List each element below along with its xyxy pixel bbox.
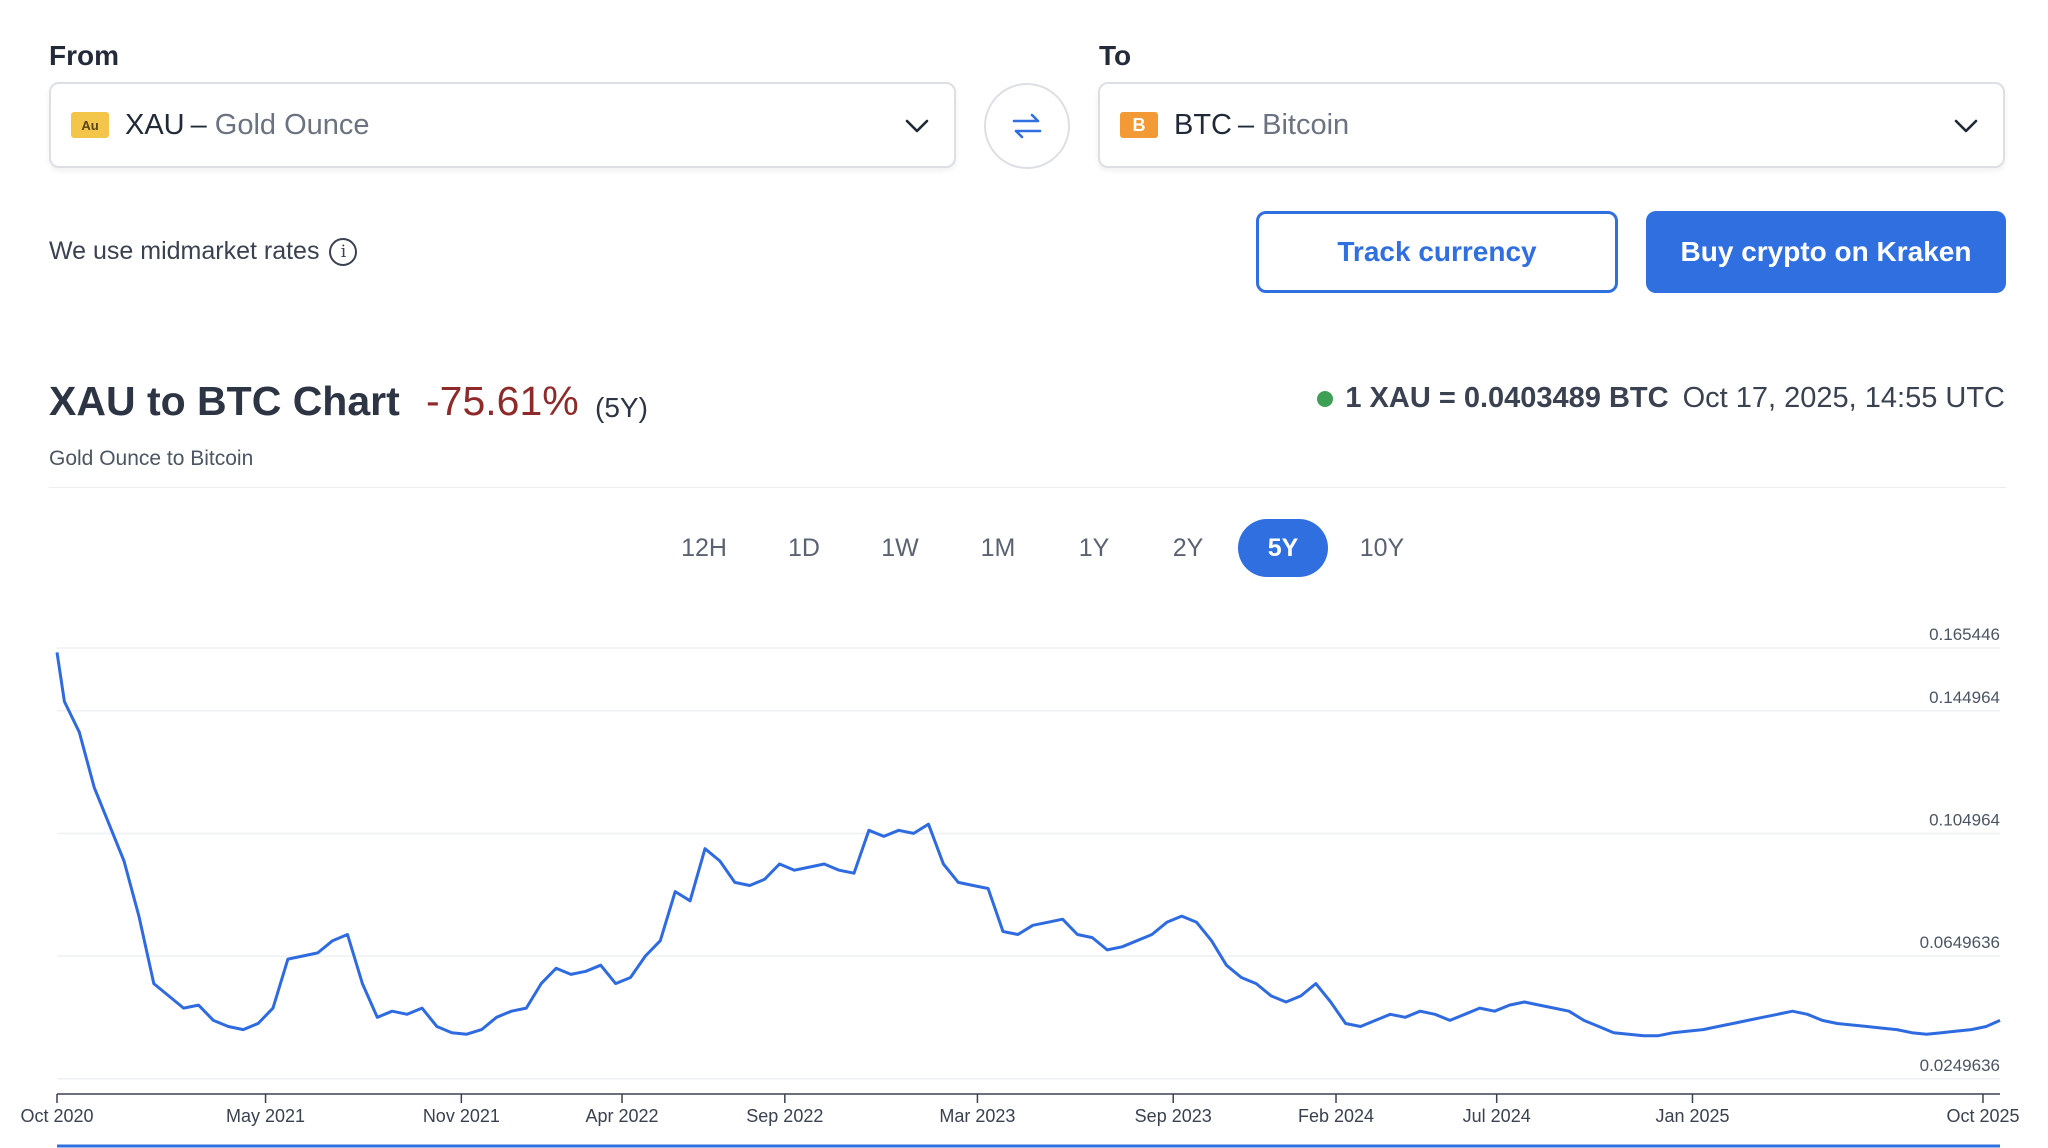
chart-series (55, 652, 2001, 1038)
chart-period: (5Y) (595, 392, 648, 423)
x-tick-label: Jul 2024 (1463, 1106, 1531, 1126)
x-tick-label: Sep 2023 (1135, 1106, 1212, 1126)
x-tick-label: Feb 2024 (1298, 1106, 1374, 1126)
divider (49, 487, 2006, 488)
swap-currencies-button[interactable] (984, 83, 1070, 169)
x-tick-label: Oct 2020 (20, 1106, 93, 1126)
x-tick-label: Oct 2025 (1946, 1106, 2019, 1126)
range-tabs: 12H 1D 1W 1M 1Y 2Y 5Y 10Y (0, 519, 2048, 577)
chevron-down-icon (1954, 119, 1978, 133)
live-status-dot (1317, 390, 1334, 407)
x-axis: Oct 2020 May 2021 Nov 2021 Apr 2022 Sep 2022… (20, 1093, 2019, 1148)
x-tick-label: Nov 2021 (423, 1106, 500, 1126)
range-tab-1w[interactable]: 1W (881, 533, 919, 562)
to-currency-code: BTC (1174, 108, 1232, 141)
chevron-down-icon (905, 119, 929, 133)
separator-dash: – (190, 108, 207, 141)
info-icon[interactable]: i (329, 237, 358, 266)
midmarket-text: We use midmarket rates (49, 237, 320, 265)
range-tab-1d[interactable]: 1D (788, 533, 820, 562)
bitcoin-currency-icon: B (1120, 112, 1158, 138)
gold-currency-icon: Au (71, 112, 109, 138)
x-tick-label: May 2021 (226, 1106, 305, 1126)
y-axis-ticks: 0.165446 0.144964 0.104964 0.0649636 0.02496… (1920, 625, 2000, 1075)
range-tab-1y[interactable]: 1Y (1078, 533, 1110, 562)
from-currency-name: Gold Ounce (214, 108, 370, 141)
track-currency-button[interactable]: Track currency (1256, 211, 1618, 293)
current-rate: 1 XAU = 0.0403489 BTC Oct 17, 2025, 14:5… (1317, 382, 2005, 415)
to-currency-name: Bitcoin (1262, 108, 1350, 141)
y-tick-label: 0.144964 (1929, 688, 2000, 707)
rate-timestamp: Oct 17, 2025, 14:55 UTC (1682, 382, 2005, 414)
rate-line-chart[interactable]: 0.165446 0.144964 0.104964 0.0649636 0.02496… (0, 600, 2048, 1148)
swap-arrows-icon (1012, 113, 1042, 139)
x-tick-label: Jan 2025 (1655, 1106, 1729, 1126)
chart-title: XAU to BTC Chart (49, 378, 400, 424)
series-line (55, 652, 2001, 1038)
range-tab-2y[interactable]: 2Y (1172, 533, 1204, 562)
buy-crypto-button[interactable]: Buy crypto on Kraken (1646, 211, 2006, 293)
range-tab-10y[interactable]: 10Y (1359, 533, 1405, 562)
y-tick-label: 0.0249636 (1920, 1056, 2000, 1075)
chart-subtitle: Gold Ounce to Bitcoin (49, 447, 254, 470)
to-currency-select[interactable]: B BTC – Bitcoin (1098, 82, 2005, 168)
range-tab-12h[interactable]: 12H (681, 533, 727, 562)
range-tab-5y[interactable]: 5Y (1238, 519, 1328, 577)
chart-gridlines (57, 647, 2000, 1080)
from-currency-select[interactable]: Au XAU – Gold Ounce (49, 82, 956, 168)
y-tick-label: 0.165446 (1929, 625, 2000, 644)
from-currency-code: XAU (125, 108, 185, 141)
separator-dash: – (1238, 108, 1255, 141)
x-tick-label: Sep 2022 (746, 1106, 823, 1126)
range-tab-1m[interactable]: 1M (980, 533, 1016, 562)
chart-change-percent: -75.61% (426, 378, 579, 424)
from-label: From (49, 40, 119, 71)
midmarket-note: We use midmarket rates i (49, 237, 358, 266)
y-tick-label: 0.104964 (1929, 810, 2000, 829)
to-label: To (1099, 40, 1132, 71)
x-tick-label: Mar 2023 (939, 1106, 1015, 1126)
y-tick-label: 0.0649636 (1920, 933, 2000, 952)
rate-value: 1 XAU = 0.0403489 BTC (1345, 382, 1669, 414)
x-tick-label: Apr 2022 (585, 1106, 658, 1126)
